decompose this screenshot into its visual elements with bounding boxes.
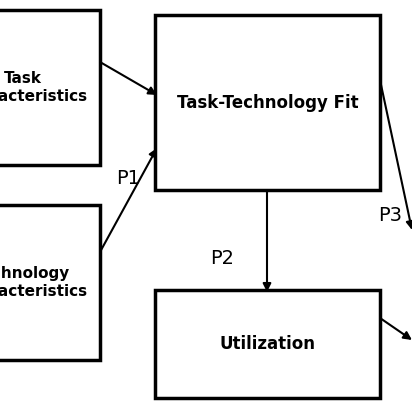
Text: Task
Characteristics: Task Characteristics (0, 71, 87, 104)
Text: Technology
Characteristics: Technology Characteristics (0, 266, 87, 299)
Text: Utilization: Utilization (220, 335, 316, 353)
Text: Task-Technology Fit: Task-Technology Fit (177, 94, 358, 112)
Bar (0, 205, 100, 360)
Text: P3: P3 (378, 206, 402, 225)
Bar (0, 10, 100, 165)
Text: P1: P1 (116, 169, 140, 187)
Bar (155, 290, 380, 398)
Bar (155, 15, 380, 190)
Text: P2: P2 (210, 248, 234, 267)
